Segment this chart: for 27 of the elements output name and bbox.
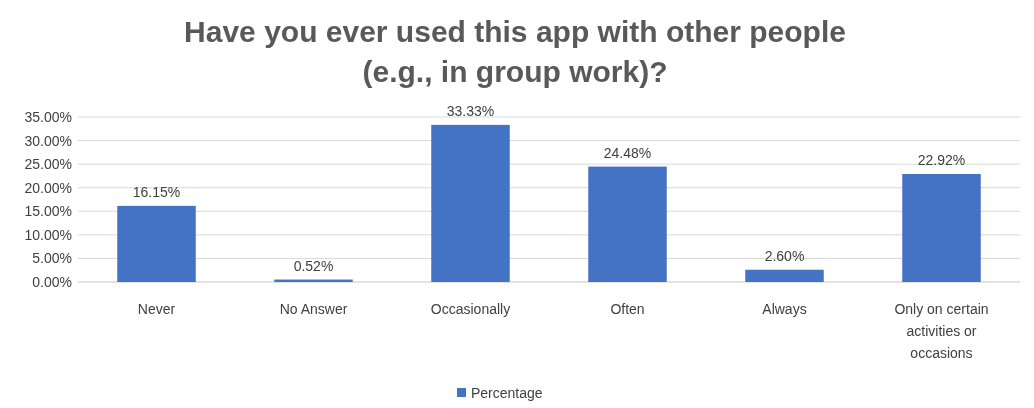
y-tick-label: 15.00% (24, 203, 72, 220)
y-tick-label: 5.00% (32, 250, 72, 267)
x-tick-label: No Answer (279, 301, 348, 317)
y-tick-label: 35.00% (24, 109, 72, 125)
y-tick-label: 25.00% (24, 156, 72, 173)
y-tick-label: 20.00% (24, 179, 72, 196)
data-label: 2.60% (764, 247, 805, 264)
data-label: 16.15% (132, 183, 181, 200)
data-label: 24.48% (603, 144, 652, 161)
data-label: 33.33% (446, 102, 495, 119)
x-tick-label: Occasionally (430, 301, 511, 317)
y-tick-label: 0.00% (32, 274, 72, 290)
y-tick-label: 10.00% (24, 226, 72, 243)
y-tick-label: 30.00% (24, 132, 72, 149)
bar (117, 205, 196, 282)
bar (588, 166, 667, 282)
data-label: 0.52% (293, 257, 334, 274)
x-tick-label: Only on certain activities or occasions (894, 301, 989, 361)
x-tick-label: Always (762, 301, 807, 317)
bar (745, 269, 824, 282)
bar (431, 124, 510, 282)
legend-label: Percentage (471, 385, 543, 401)
chart-title: Have you ever used this app with other people (e.g., in group work)? (184, 15, 846, 88)
data-label: 22.92% (917, 151, 966, 168)
bar (902, 173, 981, 282)
x-tick-label: Never (137, 301, 176, 317)
x-tick-label: Often (610, 301, 645, 317)
